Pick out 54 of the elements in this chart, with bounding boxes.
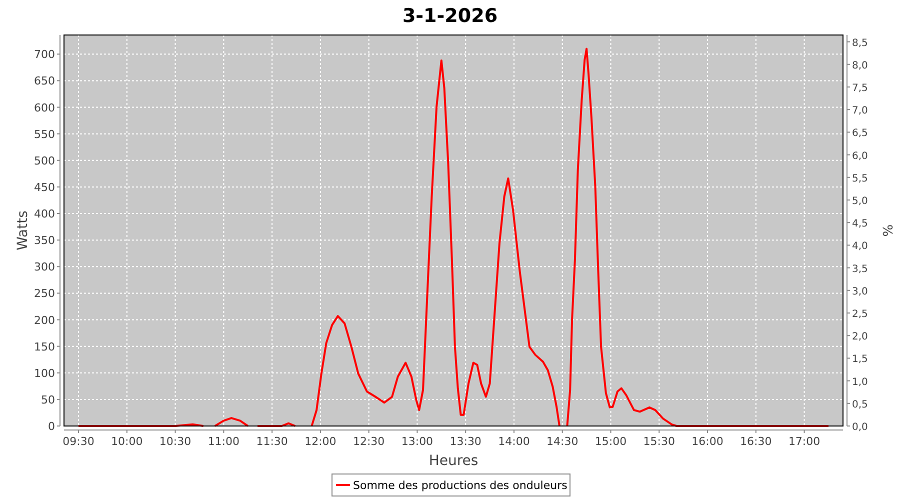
x-tick-label: 16:00 <box>692 435 724 448</box>
y-axis-title: Watts <box>15 210 31 250</box>
y-tick-label: 150 <box>34 340 55 354</box>
y2-tick-label: 7,0 <box>852 106 868 117</box>
y-tick-label: 500 <box>34 154 55 168</box>
y2-tick-label: 7,5 <box>852 82 868 94</box>
y-tick-label: 700 <box>34 48 55 62</box>
y2-tick-label: 1,0 <box>852 376 868 388</box>
y2-tick-label: 1,5 <box>852 354 868 366</box>
x-tick-label: 09:30 <box>62 435 94 448</box>
x-tick-label: 10:30 <box>159 435 192 448</box>
y2-tick-label: 5,0 <box>852 196 868 207</box>
x-tick-label: 11:00 <box>208 435 240 448</box>
x-tick-label: 11:30 <box>256 435 288 448</box>
x-tick-label: 17:00 <box>788 435 820 448</box>
y2-tick-label: 5,5 <box>852 173 868 184</box>
x-tick-label: 14:30 <box>546 435 578 448</box>
x-tick-label: 12:00 <box>304 435 336 448</box>
y2-tick-label: 3,0 <box>852 286 868 298</box>
y-tick-label: 0 <box>48 420 55 433</box>
x-tick-label: 12:30 <box>352 435 385 448</box>
y-tick-label: 100 <box>34 366 55 380</box>
x-axis-title: Heures <box>428 453 478 469</box>
y-tick-label: 350 <box>34 234 55 248</box>
y-tick-label: 600 <box>34 101 55 114</box>
legend-label: Somme des productions des onduleurs <box>353 479 568 492</box>
y2-tick-label: 2,0 <box>852 332 868 343</box>
x-tick-label: 13:00 <box>401 435 434 448</box>
y2-tick-label: 0,5 <box>852 399 868 410</box>
y2-tick-label: 4,5 <box>852 218 868 230</box>
x-tick-label: 15:30 <box>643 435 675 448</box>
y2-tick-label: 4,0 <box>852 241 868 252</box>
y2-tick-label: 6,0 <box>852 150 868 162</box>
y2-axis-title: % <box>879 224 894 237</box>
x-tick-label: 10:00 <box>111 435 143 448</box>
y2-tick-label: 8,0 <box>852 60 868 72</box>
chart-title: 3-1-2026 <box>402 5 498 27</box>
y2-tick-label: 0,0 <box>852 422 868 433</box>
y-tick-label: 300 <box>34 260 55 274</box>
y-tick-label: 550 <box>34 128 55 141</box>
x-tick-label: 16:30 <box>740 435 772 448</box>
y2-tick-label: 8,5 <box>852 38 868 49</box>
x-tick-label: 15:00 <box>594 435 627 448</box>
y-tick-label: 400 <box>34 208 55 220</box>
y-tick-label: 50 <box>41 393 55 406</box>
x-tick-label: 14:00 <box>498 435 530 448</box>
y-tick-label: 250 <box>34 287 55 300</box>
y-tick-label: 450 <box>34 180 55 194</box>
y2-tick-label: 2,5 <box>852 308 868 320</box>
y-tick-label: 200 <box>34 314 55 327</box>
y-tick-label: 650 <box>34 74 55 88</box>
x-tick-label: 13:30 <box>450 435 482 448</box>
y2-tick-label: 6,5 <box>852 128 868 140</box>
y2-tick-label: 3,5 <box>852 264 868 275</box>
